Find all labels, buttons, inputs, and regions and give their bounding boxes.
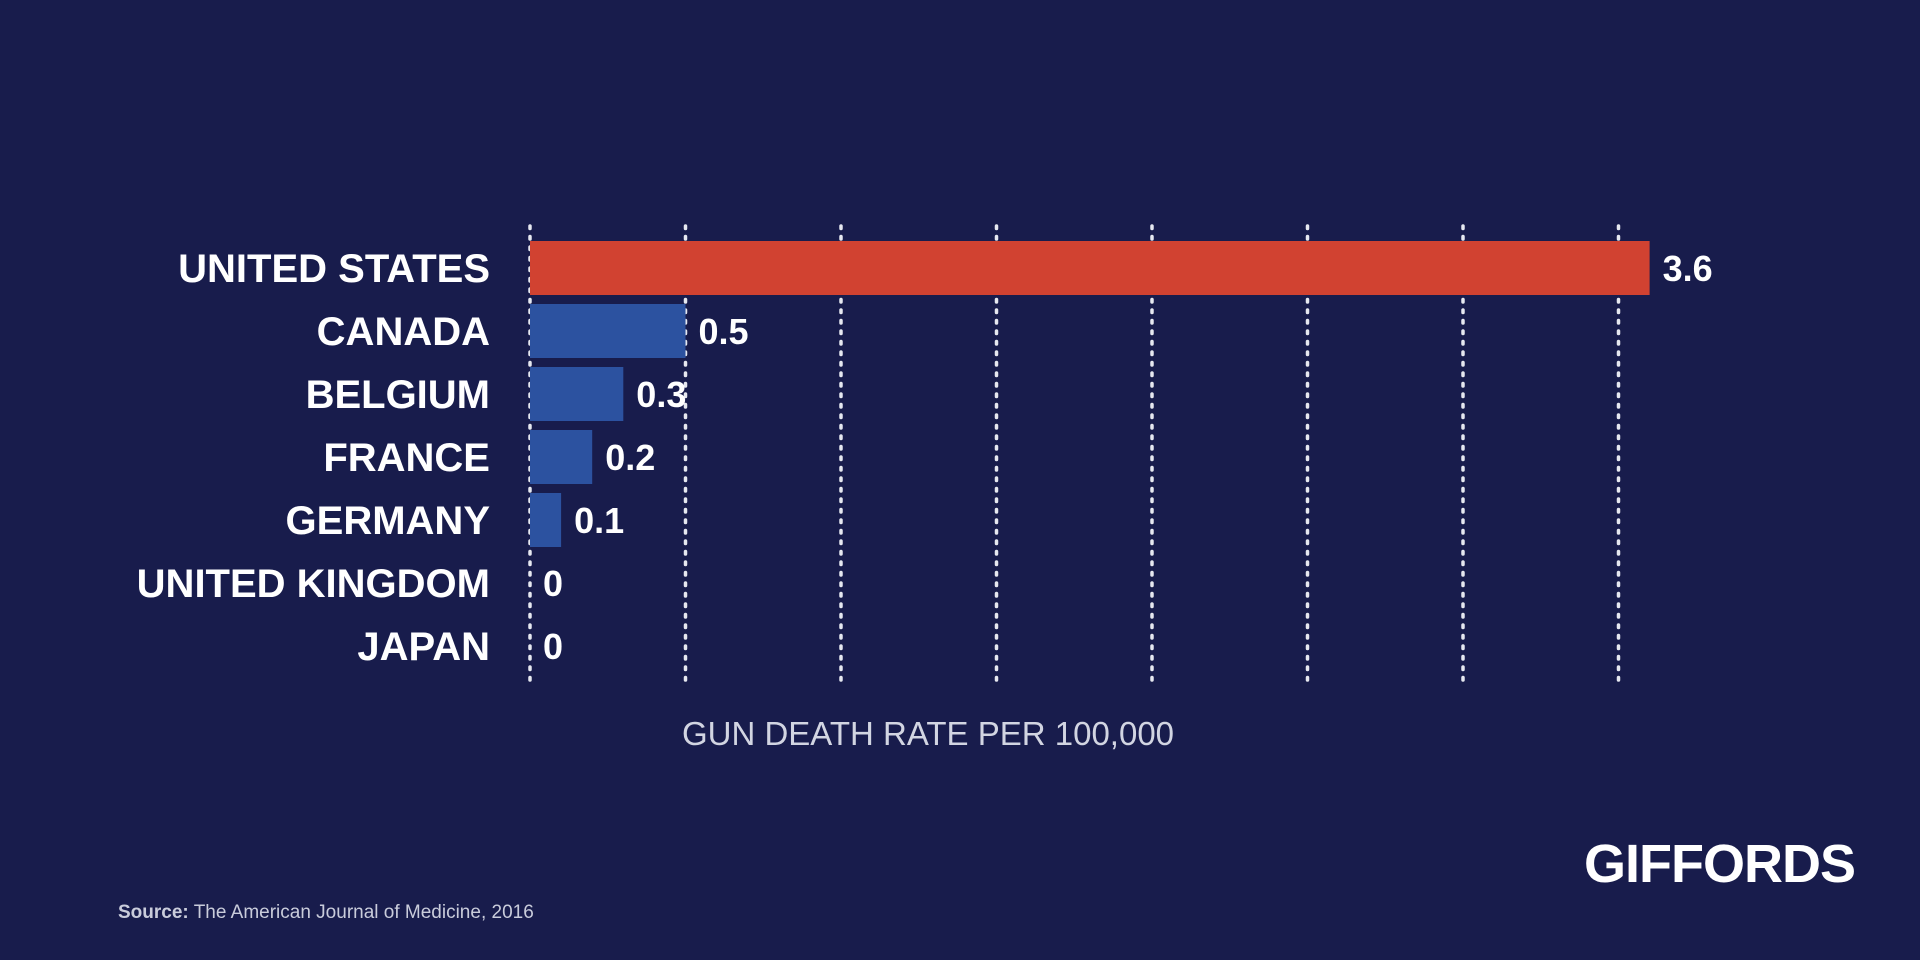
category-label-united-states: UNITED STATES [178, 247, 490, 291]
bar-germany [530, 493, 562, 547]
bar-united-states [530, 241, 1650, 295]
category-label-canada: CANADA [317, 310, 490, 354]
value-label-united-states: 3.6 [1663, 248, 1713, 289]
category-label-germany: GERMANY [286, 499, 491, 543]
category-label-belgium: BELGIUM [306, 373, 490, 417]
category-labels: UNITED STATES CANADA BELGIUM FRANCE GERMANY U… [137, 247, 491, 669]
value-label-united-kingdom: 0 [543, 563, 563, 604]
bar-belgium [530, 367, 624, 421]
source-note: Source: The American Journal of Medicine… [118, 902, 534, 924]
value-label-france: 0.2 [605, 437, 655, 478]
bar-france [530, 430, 593, 484]
category-label-france: FRANCE [323, 436, 490, 480]
value-label-belgium: 0.3 [636, 374, 686, 415]
x-axis-title: GUN DEATH RATE PER 100,000 [682, 715, 1174, 752]
value-label-germany: 0.1 [574, 500, 624, 541]
value-labels: 3.6 0.5 0.3 0.2 0.1 0 0 [543, 248, 1713, 667]
bar-canada [530, 304, 686, 358]
gifford-logo: GIFFORDS [1584, 834, 1856, 894]
category-label-japan: JAPAN [357, 625, 490, 669]
value-label-japan: 0 [543, 626, 563, 667]
source-label: Source: [118, 902, 189, 923]
category-label-united-kingdom: UNITED KINGDOM [137, 562, 490, 606]
value-label-canada: 0.5 [699, 311, 749, 352]
bars [530, 241, 1650, 547]
source-text: The American Journal of Medicine, 2016 [193, 902, 534, 923]
gridlines [528, 224, 1621, 690]
